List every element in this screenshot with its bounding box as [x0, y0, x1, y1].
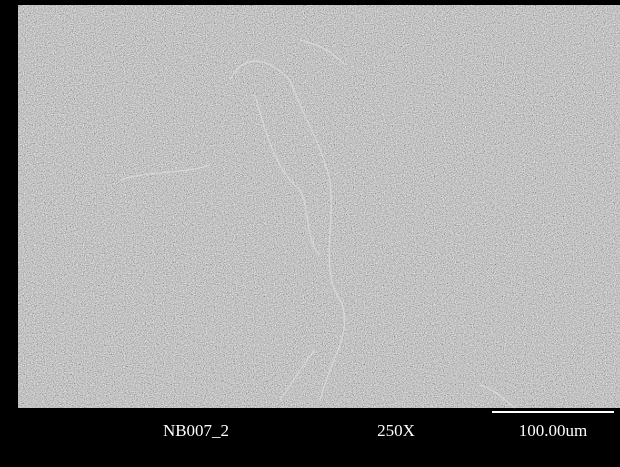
micrograph: NB007_2 250X 100.00um	[0, 0, 620, 467]
sem-texture	[18, 5, 620, 408]
sample-id: NB007_2	[163, 421, 229, 440]
magnification: 250X	[377, 421, 415, 440]
page: NB007_2 250X 100.00um (() => { const dat…	[0, 0, 620, 467]
scale-bar-label: 100.00um	[519, 421, 587, 440]
